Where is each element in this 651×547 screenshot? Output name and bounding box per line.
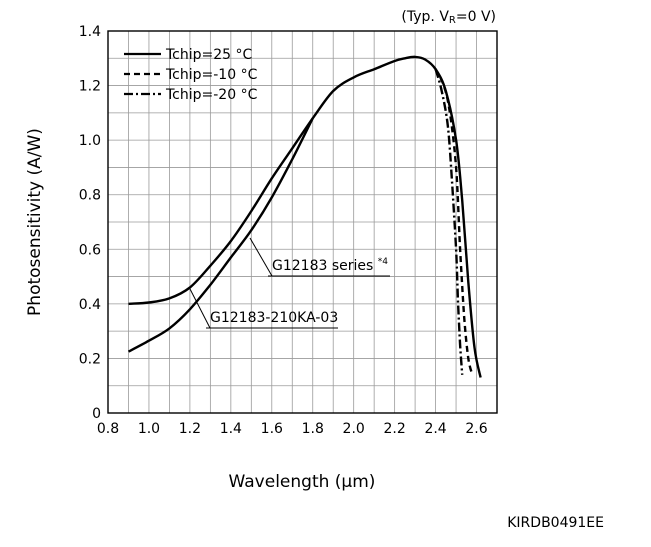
annotation-label-210ka: G12183-210KA-03 [210,310,338,326]
y-tick-label: 0 [92,406,101,422]
x-tick-label: 1.2 [179,421,201,437]
legend-label-25c: Tchip=25 °C [165,47,253,63]
plot-frame [107,30,498,414]
y-axis-title: Photosensitivity (A/W) [25,128,45,316]
grid-lines [108,31,497,413]
y-tick-label: 1.2 [79,79,101,95]
y-tick-label: 1.0 [79,133,101,149]
x-tick-label: 1.4 [220,421,242,437]
curve-group [127,55,482,378]
measurement-condition: (Typ. VR=0 V) [401,9,496,26]
annotation-leader-210ka [188,286,211,329]
x-tick-label: 1.8 [302,421,324,437]
y-tick-label: 0.2 [79,351,101,367]
y-tick-label: 0.4 [79,297,101,313]
y-tick-label: 1.4 [79,24,101,40]
x-tick-label: 1.0 [138,421,160,437]
legend-label-minus10c: Tchip=-10 °C [165,67,258,83]
series-line-3 [434,68,464,375]
annotation-g12183-210ka-03: G12183-210KA-03 [188,286,338,329]
x-tick-label: 2.2 [383,421,405,437]
x-tick-label: 0.8 [97,421,119,437]
series-line-0 [128,55,482,378]
annotation-label-series: G12183 series *4 [272,257,388,274]
x-tick-label: 1.6 [261,421,283,437]
figure-code: KIRDB0491EE [507,515,604,531]
annotation-g12183-series: G12183 series *4 [249,237,390,277]
x-tick-label: 2.6 [465,421,487,437]
y-tick-label: 0.8 [79,188,101,204]
legend: Tchip=25 °C Tchip=-10 °C Tchip=-20 °C [124,47,258,103]
annotation-leader-series [249,237,273,277]
y-tick-label: 0.6 [79,242,101,258]
x-axis-title: Wavelength (µm) [229,472,376,492]
legend-label-minus20c: Tchip=-20 °C [165,87,258,103]
x-tick-label: 2.0 [343,421,365,437]
series-line-2 [434,68,474,376]
tick-labels: 0.8 1.0 1.2 1.4 1.6 1.8 2.0 2.2 2.4 2.6 0 0.2 0.4 0.6… [79,24,488,437]
series-line-1 [127,117,314,353]
x-tick-label: 2.4 [424,421,446,437]
